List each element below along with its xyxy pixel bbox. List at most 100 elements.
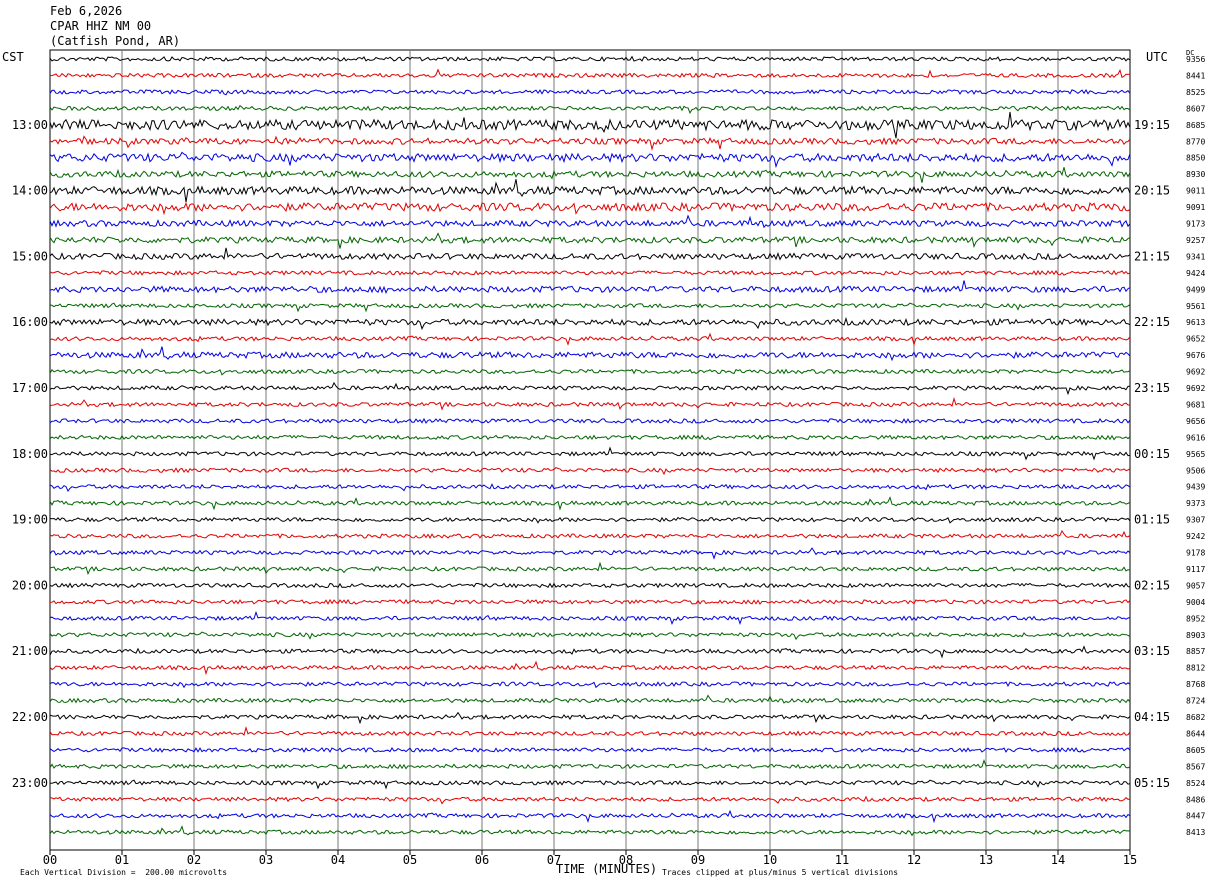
right-hour-label: 04:15 [1134, 710, 1170, 724]
trace-row [49, 681, 1131, 689]
trace-row [49, 396, 1130, 411]
dc-offset-label: 8607 [1186, 104, 1205, 113]
trace-row [49, 516, 1131, 524]
trace-row [49, 316, 1131, 331]
trace-row [49, 694, 1131, 704]
x-tick-label: 01 [115, 853, 129, 867]
x-tick-label: 00 [43, 853, 57, 867]
right-hour-label: 19:15 [1134, 118, 1170, 132]
trace-row [49, 825, 1131, 837]
dc-offset-label: 9499 [1186, 285, 1205, 294]
right-hour-label: 02:15 [1134, 578, 1170, 592]
trace-row [49, 135, 1131, 152]
trace-row [49, 68, 1131, 79]
dc-offset-label: 9091 [1186, 203, 1205, 212]
dc-offset-label: 8525 [1186, 88, 1205, 97]
trace-row [49, 711, 1131, 725]
scale-note: Each Vertical Division = 200.00 microvol… [20, 868, 228, 877]
left-hour-label: 13:00 [12, 118, 48, 132]
trace-row [49, 232, 1131, 249]
header-date: Feb 6,2026 [50, 4, 123, 18]
left-timezone-label: CST [2, 50, 24, 64]
dc-offset-label: 8682 [1186, 713, 1205, 722]
dc-offset-label: 8770 [1186, 137, 1205, 146]
trace-row [49, 302, 1131, 313]
dc-offset-label: 9257 [1186, 236, 1205, 245]
x-tick-label: 03 [259, 853, 273, 867]
left-hour-label: 22:00 [12, 710, 48, 724]
trace-row [49, 280, 1131, 294]
left-hour-label: 15:00 [12, 249, 48, 263]
left-hour-label: 14:00 [12, 184, 48, 198]
trace-row [49, 483, 1131, 492]
trace-row [49, 332, 1131, 347]
trace-row [49, 598, 1131, 606]
dc-offset-label: 8768 [1186, 680, 1205, 689]
x-tick-label: 14 [1051, 853, 1065, 867]
dc-offset-label: 8930 [1186, 170, 1205, 179]
trace-row [49, 214, 1131, 229]
right-hour-label: 00:15 [1134, 447, 1170, 461]
right-hour-label: 23:15 [1134, 381, 1170, 395]
trace-row [49, 561, 1131, 576]
dc-offset-label: 9656 [1186, 417, 1205, 426]
trace-row [49, 746, 1131, 753]
plot-frame [49, 49, 1131, 851]
trace-row [49, 547, 1131, 560]
dc-offset-label: 9616 [1186, 433, 1205, 442]
dc-offset-label: 9057 [1186, 581, 1205, 590]
trace-row [49, 179, 1131, 203]
trace-row [49, 795, 1131, 805]
dc-offset-label: 9676 [1186, 351, 1205, 360]
x-tick-label: 09 [691, 853, 705, 867]
dc-offset-label: 9561 [1186, 302, 1205, 311]
trace-row [49, 247, 1131, 261]
x-tick-label: 04 [331, 853, 345, 867]
dc-offset-label: 9613 [1186, 318, 1205, 327]
header-location: (Catfish Pond, AR) [50, 34, 181, 48]
trace-row [49, 645, 1131, 659]
trace-row [49, 610, 1131, 626]
dc-offset-label: 8812 [1186, 664, 1205, 673]
trace-row [49, 381, 1131, 396]
dc-offset-label: 9173 [1186, 220, 1205, 229]
dc-offset-label: 8567 [1186, 762, 1205, 771]
trace-row [49, 55, 1131, 62]
dc-offset-label: 9242 [1186, 532, 1205, 541]
left-hour-label: 20:00 [12, 578, 48, 592]
left-hour-label: 19:00 [12, 513, 48, 527]
dc-label: DC [1186, 49, 1195, 57]
right-hour-label: 03:15 [1134, 644, 1170, 658]
dc-offset-label: 9117 [1186, 565, 1205, 574]
trace-row [49, 758, 1131, 770]
right-hour-label: 21:15 [1134, 249, 1170, 263]
x-axis-title: TIME (MINUTES) [556, 862, 658, 876]
dc-offset-label: 9341 [1186, 252, 1205, 261]
dc-offset-label: 8441 [1186, 71, 1205, 80]
dc-offset-label: 8447 [1186, 812, 1205, 821]
dc-offset-label: 8413 [1186, 828, 1205, 837]
trace-row [49, 346, 1131, 362]
trace-row [49, 725, 1131, 737]
dc-offset-label: 9011 [1186, 187, 1205, 196]
dc-offset-label: 9692 [1186, 384, 1205, 393]
x-tick-label: 07 [547, 853, 561, 867]
left-hour-label: 17:00 [12, 381, 48, 395]
dc-offset-label: 9439 [1186, 483, 1205, 492]
dc-offset-label: 8685 [1186, 121, 1205, 130]
dc-offset-label: 9178 [1186, 549, 1205, 558]
dc-offset-label: 9424 [1186, 269, 1205, 278]
dc-offset-label: 9356 [1186, 55, 1205, 64]
dc-offset-label: 8903 [1186, 631, 1205, 640]
trace-row [49, 167, 1131, 183]
trace-row [49, 631, 1131, 641]
trace-row [49, 417, 1131, 424]
dc-offset-label: 8605 [1186, 746, 1205, 755]
trace-row [49, 446, 1131, 461]
x-tick-label: 02 [187, 853, 201, 867]
dc-offset-label: 9506 [1186, 466, 1205, 475]
x-tick-label: 15 [1123, 853, 1137, 867]
left-hour-label: 23:00 [12, 776, 48, 790]
trace-row [49, 529, 1131, 539]
